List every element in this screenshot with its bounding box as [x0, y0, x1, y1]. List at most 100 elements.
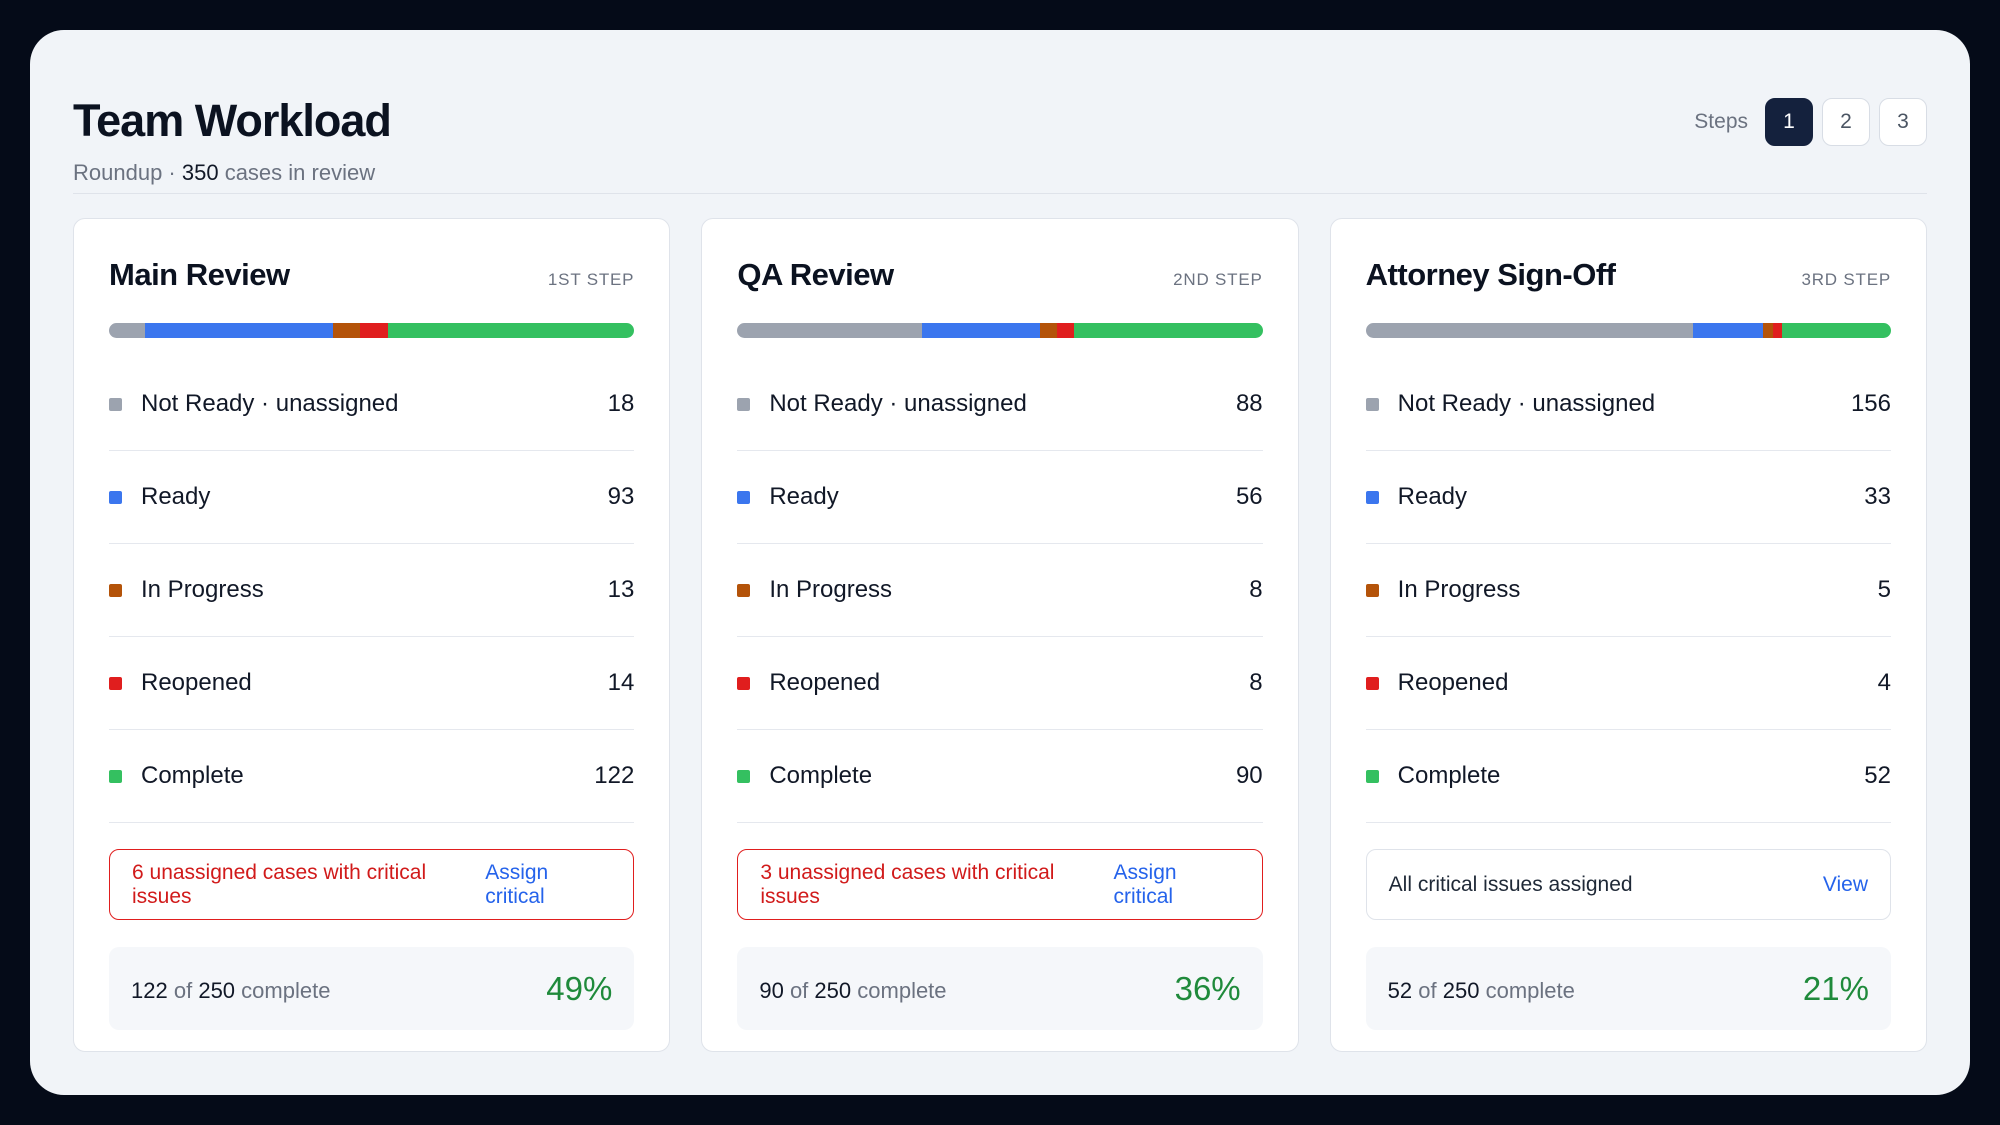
bar-segment-complete: [1781, 323, 1891, 338]
alert-message: All critical issues assigned: [1388, 872, 1633, 896]
page-header: Team Workload Roundup · 350 cases in rev…: [73, 66, 1927, 194]
status-count: 14: [607, 669, 635, 696]
status-count: 8: [1249, 576, 1263, 603]
step-card-attorney-sign-off: Attorney Sign-Off 3RD STEP Not Ready · u…: [1329, 218, 1927, 1052]
status-distribution-bar: [109, 323, 635, 338]
subtitle-suffix: cases in review: [218, 160, 376, 185]
status-count: 93: [607, 483, 635, 510]
complete-swatch: [1365, 769, 1379, 783]
status-label: Not Ready · unassigned: [1397, 390, 1656, 417]
status-count: 33: [1864, 483, 1891, 510]
status-row-ready[interactable]: Ready 33: [1365, 451, 1891, 544]
bar-segment-not-ready: [1365, 323, 1694, 338]
status-list: Not Ready · unassigned 88 Ready 56 In Prog…: [737, 358, 1263, 823]
step-cards: Main Review 1ST STEP Not Ready · unassig…: [73, 218, 1927, 1052]
step-2-button[interactable]: 2: [1822, 98, 1870, 146]
reopened-swatch: [737, 676, 751, 690]
status-list: Not Ready · unassigned 18 Ready 93 In Prog…: [109, 358, 635, 823]
status-row-in-progress[interactable]: In Progress 13: [109, 544, 635, 637]
case-count: 350: [181, 160, 219, 185]
assign-critical-link[interactable]: Assign critical: [1113, 860, 1177, 908]
status-list: Not Ready · unassigned 156 Ready 33 In Pro…: [1365, 358, 1891, 823]
card-step-label: 1ST STEP: [547, 270, 635, 289]
bar-segment-in-progress: [333, 323, 360, 338]
status-label: Complete: [141, 762, 244, 789]
of-word: of: [1418, 977, 1437, 1003]
status-row-ready[interactable]: Ready 93: [109, 451, 635, 544]
completion-summary: 90 of 250 complete 36%: [737, 947, 1263, 1030]
card-header: Main Review 1ST STEP: [109, 219, 634, 293]
status-row-not-ready[interactable]: Not Ready · unassigned 88: [737, 358, 1263, 451]
card-title: Main Review: [109, 257, 290, 292]
assign-critical-link[interactable]: Assign critical: [485, 860, 549, 908]
status-row-not-ready[interactable]: Not Ready · unassigned 18: [109, 358, 635, 451]
status-label: Reopened: [141, 669, 252, 696]
status-count: 8: [1249, 669, 1263, 696]
status-label: In Progress: [1397, 576, 1521, 603]
steps-label: Steps: [1694, 110, 1748, 133]
status-label: Ready: [769, 483, 839, 510]
total-count: 250: [814, 977, 852, 1003]
complete-word: complete: [1485, 977, 1575, 1003]
bar-segment-complete: [387, 323, 635, 338]
critical-issues-alert: 6 unassigned cases with critical issues …: [109, 849, 635, 920]
status-count: 90: [1235, 762, 1263, 789]
step-card-qa-review: QA Review 2ND STEP Not Ready · unassigne…: [701, 218, 1299, 1052]
status-label: Not Ready · unassigned: [769, 390, 1027, 417]
bar-segment-reopened: [359, 323, 388, 338]
status-count: 156: [1850, 390, 1891, 417]
status-row-complete[interactable]: Complete 122: [109, 730, 635, 823]
completed-count: 90: [759, 977, 784, 1003]
complete-word: complete: [241, 977, 331, 1003]
in-progress-swatch: [109, 583, 122, 597]
status-row-complete[interactable]: Complete 90: [737, 730, 1263, 823]
complete-swatch: [737, 769, 751, 783]
ready-swatch: [1365, 490, 1379, 504]
view-link[interactable]: View: [1822, 872, 1868, 896]
not-ready-swatch: [737, 397, 751, 411]
status-count: 18: [607, 390, 635, 417]
step-1-button[interactable]: 1: [1765, 98, 1813, 146]
card-title: Attorney Sign-Off: [1365, 257, 1616, 292]
status-count: 122: [594, 762, 635, 789]
bar-segment-complete: [1073, 323, 1263, 338]
not-ready-swatch: [1365, 397, 1379, 411]
completion-text: 52 of 250 complete: [1388, 974, 1575, 1004]
status-label: In Progress: [769, 576, 893, 603]
ready-swatch: [109, 490, 122, 504]
bar-segment-not-ready: [737, 323, 923, 338]
status-count: 88: [1235, 390, 1263, 417]
step-3-button[interactable]: 3: [1879, 98, 1927, 146]
total-count: 250: [1442, 977, 1480, 1003]
status-label: In Progress: [141, 576, 264, 603]
card-step-label: 3RD STEP: [1801, 270, 1891, 289]
status-row-not-ready[interactable]: Not Ready · unassigned 156: [1365, 358, 1891, 451]
completion-summary: 52 of 250 complete 21%: [1365, 947, 1891, 1030]
bar-segment-ready: [1693, 323, 1763, 338]
step-switcher: Steps 1 2 3: [1694, 98, 1927, 146]
subtitle-prefix: Roundup ·: [73, 160, 182, 185]
reopened-swatch: [109, 676, 122, 690]
status-row-reopened[interactable]: Reopened 14: [109, 637, 635, 730]
status-count: 4: [1877, 669, 1891, 696]
of-word: of: [173, 977, 193, 1003]
status-distribution-bar: [737, 323, 1263, 338]
critical-issues-alert: 3 unassigned cases with critical issues …: [737, 849, 1263, 920]
status-row-in-progress[interactable]: In Progress 8: [737, 544, 1263, 637]
page-subtitle: Roundup · 350 cases in review: [73, 160, 1927, 186]
completion-summary: 122 of 250 complete 49%: [109, 947, 635, 1030]
bar-segment-reopened: [1056, 323, 1074, 338]
step-card-main-review: Main Review 1ST STEP Not Ready · unassig…: [73, 218, 671, 1052]
status-row-complete[interactable]: Complete 52: [1365, 730, 1891, 823]
in-progress-swatch: [1365, 583, 1379, 597]
status-row-ready[interactable]: Ready 56: [737, 451, 1263, 544]
not-ready-swatch: [109, 397, 122, 411]
status-row-reopened[interactable]: Reopened 4: [1365, 637, 1891, 730]
status-row-in-progress[interactable]: In Progress 5: [1365, 544, 1891, 637]
status-label: Complete: [769, 762, 873, 789]
status-count: 56: [1235, 483, 1263, 510]
bar-segment-reopened: [1773, 323, 1782, 338]
bar-segment-ready: [145, 323, 334, 338]
of-word: of: [789, 977, 809, 1003]
status-row-reopened[interactable]: Reopened 8: [737, 637, 1263, 730]
